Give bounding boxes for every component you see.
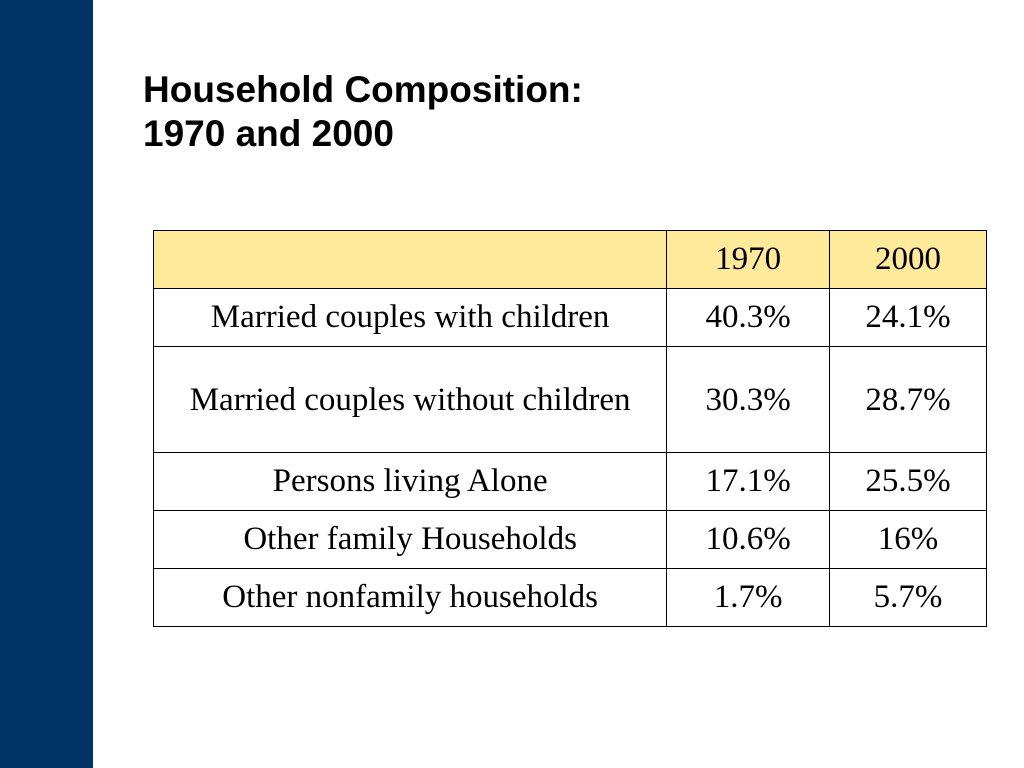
header-label-cell [152,230,668,289]
slide-title: Household Composition: 1970 and 2000 [143,68,583,156]
row-label: Persons living Alone [152,452,668,511]
table-row: Persons living Alone 17.1% 25.5% [152,452,987,511]
header-2000: 2000 [829,230,987,289]
value-1970: 17.1% [666,452,831,511]
row-label: Married couples without children [152,346,668,453]
row-label: Other nonfamily households [152,568,668,627]
table-row: Other nonfamily households 1.7% 5.7% [152,568,987,627]
table-header-row: 1970 2000 [152,230,987,289]
table-row: Other family Households 10.6% 16% [152,510,987,569]
value-2000: 16% [829,510,987,569]
left-accent-bar [0,0,93,768]
row-label: Married couples with children [152,288,668,347]
title-line-1: Household Composition: [143,69,583,110]
table-row: Married couples without children 30.3% 2… [152,346,987,453]
row-label: Other family Households [152,510,668,569]
value-1970: 40.3% [666,288,831,347]
table-row: Married couples with children 40.3% 24.1… [152,288,987,347]
value-1970: 1.7% [666,568,831,627]
household-composition-table: 1970 2000 Married couples with children … [152,230,987,627]
value-1970: 30.3% [666,346,831,453]
header-1970: 1970 [666,230,831,289]
value-1970: 10.6% [666,510,831,569]
value-2000: 25.5% [829,452,987,511]
title-line-2: 1970 and 2000 [143,113,394,154]
value-2000: 5.7% [829,568,987,627]
value-2000: 28.7% [829,346,987,453]
value-2000: 24.1% [829,288,987,347]
